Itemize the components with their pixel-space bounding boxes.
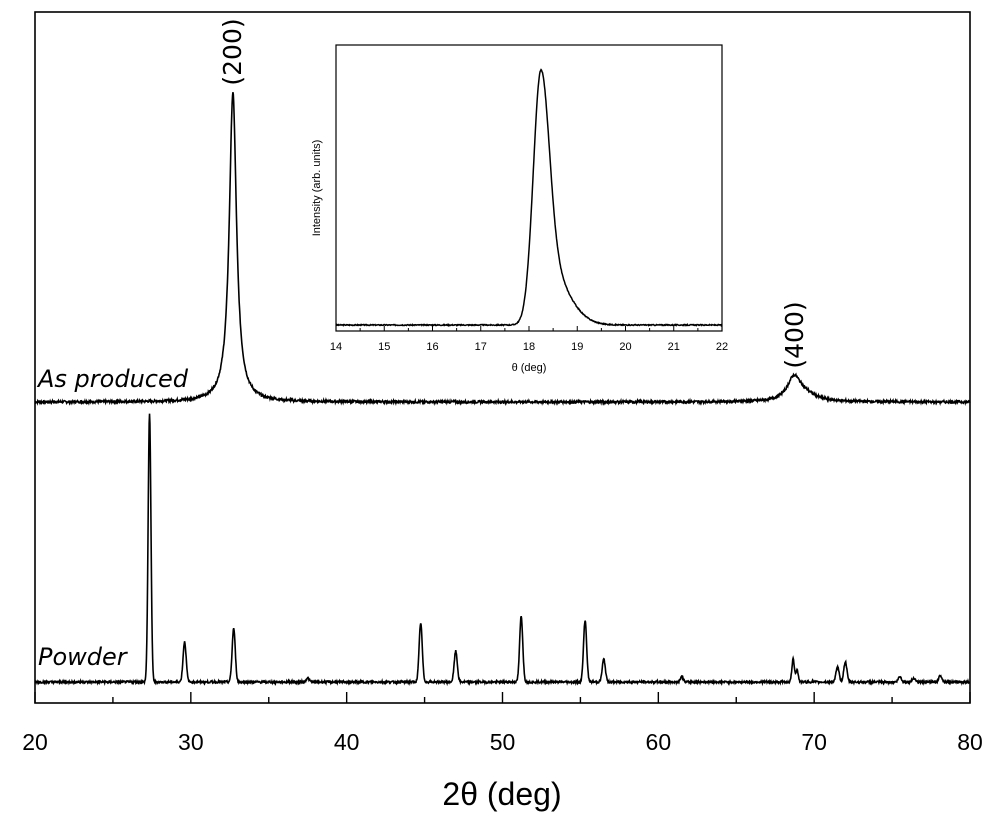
inset-x-tick-label: 17 bbox=[475, 341, 487, 353]
series-line-powder bbox=[34, 413, 971, 687]
inset-x-tick-label: 20 bbox=[619, 341, 631, 353]
inset-x-tick-label: 14 bbox=[330, 341, 342, 353]
series-line-as-produced bbox=[34, 92, 971, 407]
main-x-tick-label: 70 bbox=[801, 729, 827, 755]
inset-x-tick-label: 16 bbox=[426, 341, 438, 353]
inset-series-line bbox=[335, 68, 723, 327]
inset-y-axis-label: Intensity (arb. units) bbox=[311, 140, 323, 237]
inset-x-tick-label: 22 bbox=[716, 341, 728, 353]
inset-x-tick-label: 18 bbox=[523, 341, 535, 353]
series-label-as-produced: As produced bbox=[36, 365, 189, 393]
peak-annotation-200: (200) bbox=[218, 18, 247, 85]
inset-x-tick-label: 15 bbox=[378, 341, 390, 353]
inset-x-axis-label: θ (deg) bbox=[512, 362, 547, 374]
main-x-tick-label: 50 bbox=[490, 729, 516, 755]
inset-x-tick-labels: 14 15 16 17 18 19 20 21 22 bbox=[330, 341, 728, 353]
inset-plot-frame bbox=[335, 44, 723, 332]
inset-x-ticks bbox=[335, 326, 723, 331]
main-x-ticks bbox=[34, 692, 971, 703]
main-x-tick-label: 20 bbox=[22, 729, 48, 755]
main-x-tick-label: 80 bbox=[957, 729, 983, 755]
inset-x-tick-label: 21 bbox=[668, 341, 680, 353]
main-x-tick-labels: 20 30 40 50 60 70 80 bbox=[22, 729, 983, 755]
inset-x-tick-label: 19 bbox=[571, 341, 583, 353]
main-x-tick-label: 60 bbox=[646, 729, 672, 755]
main-x-tick-label: 40 bbox=[334, 729, 360, 755]
main-x-tick-label: 30 bbox=[178, 729, 204, 755]
peak-annotation-400: (400) bbox=[780, 301, 809, 368]
series-label-powder: Powder bbox=[38, 643, 129, 671]
main-x-axis-label: 2θ (deg) bbox=[442, 776, 561, 812]
